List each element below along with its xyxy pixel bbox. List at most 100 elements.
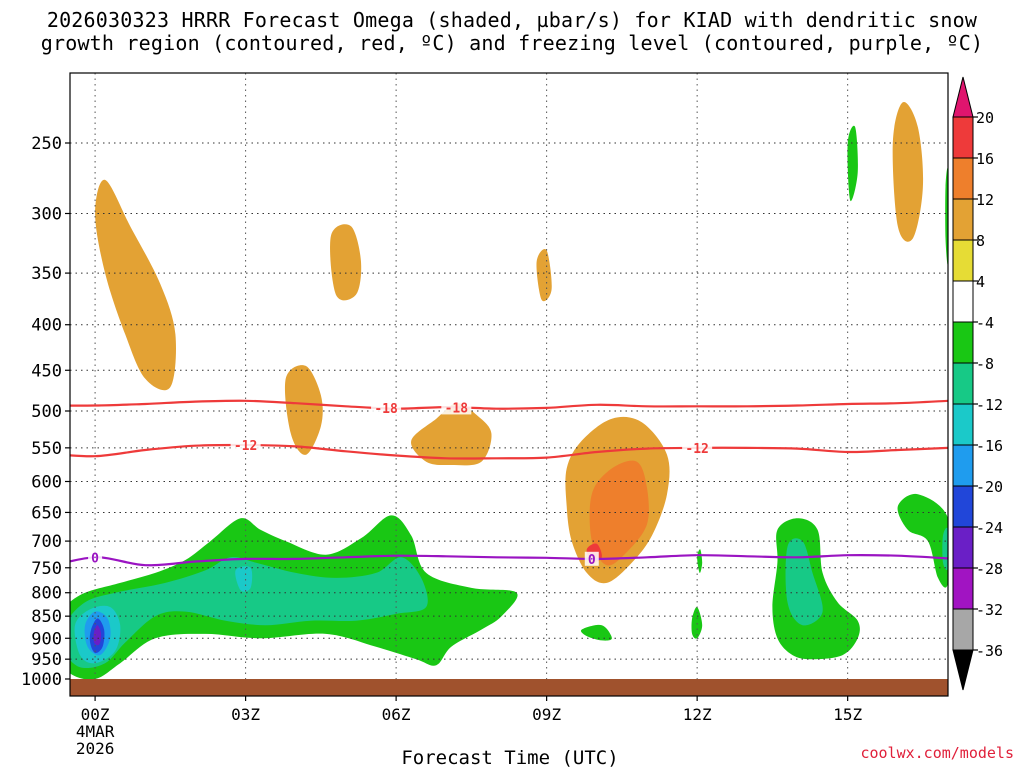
y-tick-label-750: 750 bbox=[31, 559, 62, 579]
y-tick-label-350: 350 bbox=[31, 264, 62, 284]
y-tick-label-900: 900 bbox=[31, 629, 62, 649]
ascent-region-4 bbox=[635, 629, 653, 651]
colorbar-tick-label--36: -36 bbox=[976, 642, 1003, 660]
ascent-region-4 bbox=[736, 577, 748, 612]
x-tick-label-06Z: 06Z bbox=[382, 705, 411, 724]
dendritic-snow-contour-label-bg bbox=[371, 401, 402, 416]
descent-region-12 bbox=[235, 566, 253, 592]
grid-lines bbox=[70, 73, 948, 679]
ascent-region-12 bbox=[589, 460, 649, 566]
colorbar-band-4-8 bbox=[952, 239, 974, 282]
freezing-level-contour-label-bg bbox=[88, 550, 103, 565]
colorbar-tick-label-20: 20 bbox=[976, 109, 994, 127]
y-tick-label-300: 300 bbox=[31, 204, 62, 224]
x-axis-label: Forecast Time (UTC) bbox=[401, 747, 618, 768]
y-tick-label-450: 450 bbox=[31, 361, 62, 381]
y-tick-label-250: 250 bbox=[31, 134, 62, 154]
ascent-region-8 bbox=[284, 365, 323, 455]
colorbar-tick-label--16: -16 bbox=[976, 437, 1003, 455]
dendritic-snow-contour--12 bbox=[70, 443, 948, 460]
colorbar-under-arrow bbox=[952, 649, 974, 691]
ascent-region-8 bbox=[330, 224, 362, 301]
colorbar-over-arrow bbox=[952, 76, 974, 118]
descent-region-4 bbox=[945, 168, 948, 265]
x-tick-date: 4MAR bbox=[76, 722, 115, 741]
dendritic-snow-contour--18 bbox=[70, 399, 948, 410]
y-tick-label-850: 850 bbox=[31, 607, 62, 627]
descent-region-8 bbox=[942, 527, 948, 571]
colorbar-tick-label--28: -28 bbox=[976, 560, 1003, 578]
colorbar-band-12-16 bbox=[952, 157, 974, 200]
x-tick-year: 2026 bbox=[76, 739, 115, 758]
ground-bar bbox=[70, 679, 948, 696]
colorbar-band--24--20 bbox=[952, 485, 974, 528]
dendritic-snow-contour-label: -12 bbox=[685, 442, 708, 457]
y-tick-label-400: 400 bbox=[31, 316, 62, 336]
dendritic-snow-contour-label: -18 bbox=[374, 402, 398, 417]
dendritic-snow-contour-label: -18 bbox=[445, 401, 469, 416]
colorbar-band--28--24 bbox=[952, 526, 974, 569]
omega-colorbar: 20 16 12 8 4 -4 -8 -12 -16 -20 -24 -28 -32 -36 bbox=[952, 76, 1003, 691]
dendritic-snow-contour-label-bg bbox=[682, 440, 713, 455]
chart-title-line-2: growth region (contoured, red, ºC) and f… bbox=[40, 31, 984, 55]
colorbar-band--8--4 bbox=[952, 321, 974, 364]
colorbar-tick-label-8: 8 bbox=[976, 232, 985, 250]
freezing-level-contour-label: 0 bbox=[588, 553, 596, 568]
ascent-region-4 bbox=[917, 73, 948, 523]
y-tick-label-1000: 1000 bbox=[21, 670, 62, 690]
chart-title-line-1: 2026030323 HRRR Forecast Omega (shaded, … bbox=[46, 8, 978, 32]
freezing-level-contour-label-bg bbox=[584, 551, 599, 566]
freezing-level-contour-label: 0 bbox=[91, 551, 99, 566]
descent-region-4 bbox=[580, 624, 612, 641]
freezing-level-contour-0 bbox=[70, 553, 948, 567]
y-tick-label-500: 500 bbox=[31, 402, 62, 422]
x-tick-label-03Z: 03Z bbox=[231, 705, 260, 724]
colorbar-tick-label-12: 12 bbox=[976, 191, 994, 209]
ascent-region-4 bbox=[220, 127, 372, 462]
x-tick-label-12Z: 12Z bbox=[683, 705, 712, 724]
ascent-region-4 bbox=[871, 564, 908, 588]
colorbar-tick-label--20: -20 bbox=[976, 478, 1003, 496]
colorbar-tick-label--12: -12 bbox=[976, 396, 1003, 414]
y-tick-label-550: 550 bbox=[31, 439, 62, 459]
y-tick-label-650: 650 bbox=[31, 503, 62, 523]
descent-region-8 bbox=[70, 557, 428, 669]
x-tick-label-15Z: 15Z bbox=[833, 705, 862, 724]
colorbar-band--36--32 bbox=[952, 608, 974, 651]
omega-shading-layer bbox=[70, 73, 948, 680]
x-tick-label-09Z: 09Z bbox=[532, 705, 561, 724]
colorbar-tick-label--24: -24 bbox=[976, 519, 1003, 537]
descent-region-4 bbox=[691, 606, 703, 639]
dendritic-snow-contour-label: -12 bbox=[234, 439, 257, 454]
colorbar-band--16--12 bbox=[952, 403, 974, 446]
colorbar-band-16-20 bbox=[952, 116, 974, 159]
colorbar-band--4-4 bbox=[952, 280, 974, 323]
descent-region-4 bbox=[897, 493, 948, 588]
colorbar-band-8-12 bbox=[952, 198, 974, 241]
ascent-region-8 bbox=[892, 101, 924, 242]
colorbar-band--12--8 bbox=[952, 362, 974, 405]
ascent-region-8 bbox=[95, 179, 176, 391]
dendritic-snow-contour-label-bg bbox=[230, 438, 261, 453]
ascent-region-8 bbox=[411, 403, 492, 466]
ascent-region-4 bbox=[335, 179, 408, 354]
colorbar-tick-label--8: -8 bbox=[976, 355, 994, 373]
ascent-region-8 bbox=[536, 248, 552, 302]
plot-frame bbox=[69, 72, 949, 697]
x-tick-label-00Z: 00Z bbox=[81, 705, 110, 724]
site-credit: coolwx.com/models bbox=[860, 744, 1014, 762]
pressure-axis: 2503003504004505005506006507007508008509… bbox=[21, 134, 70, 690]
colorbar-tick-label-4: 4 bbox=[976, 273, 985, 291]
y-tick-label-950: 950 bbox=[31, 650, 62, 670]
y-tick-label-700: 700 bbox=[31, 532, 62, 552]
colorbar-band--32--28 bbox=[952, 567, 974, 610]
colorbar-tick-label--32: -32 bbox=[976, 601, 1003, 619]
y-tick-label-800: 800 bbox=[31, 584, 62, 604]
ascent-region-4 bbox=[409, 134, 567, 364]
colorbar-band--20--16 bbox=[952, 444, 974, 487]
descent-region-4 bbox=[847, 125, 858, 202]
colorbar-tick-label-16: 16 bbox=[976, 150, 994, 168]
contour-layer: -18 -18 -12 -12 0 0 bbox=[70, 399, 948, 568]
